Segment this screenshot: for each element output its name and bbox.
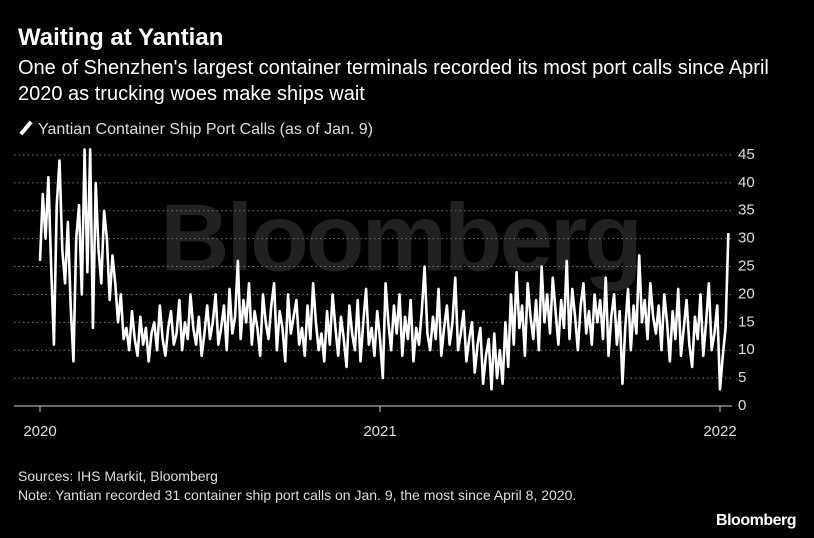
y-tick-label: 35 (738, 202, 755, 219)
y-tick-label: 5 (738, 369, 746, 386)
note: Note: Yantian recorded 31 container ship… (18, 487, 577, 503)
series-line (38, 148, 730, 391)
chart-subtitle: One of Shenzhen's largest container term… (18, 57, 769, 105)
chart-title: Waiting at Yantian (18, 24, 224, 51)
legend-label: Yantian Container Ship Port Calls (as of… (38, 121, 373, 138)
x-tick-label: 2021 (363, 423, 396, 440)
brand-logo: Bloomberg (716, 512, 796, 529)
y-tick-label: 40 (738, 174, 755, 191)
y-tick-label: 0 (738, 397, 746, 414)
source: Sources: IHS Markit, Bloomberg (18, 468, 218, 484)
y-tick-label: 30 (738, 230, 755, 247)
y-tick-label: 15 (738, 313, 755, 330)
legend: Yantian Container Ship Port Calls (as of… (18, 120, 373, 139)
x-tick-label: 2020 (23, 423, 56, 440)
legend-swatch (19, 120, 33, 136)
y-tick-label: 20 (738, 285, 755, 302)
y-tick-label: 25 (738, 258, 755, 275)
watermark: Bloomberg (160, 184, 640, 291)
x-tick-label: 2022 (703, 423, 736, 440)
y-tick-label: 10 (738, 341, 755, 358)
y-tick-label: 45 (738, 146, 755, 163)
chart: Bloomberg 0 5 10 15 20 25 30 35 40 45 2020 2021 2022 (14, 146, 755, 440)
